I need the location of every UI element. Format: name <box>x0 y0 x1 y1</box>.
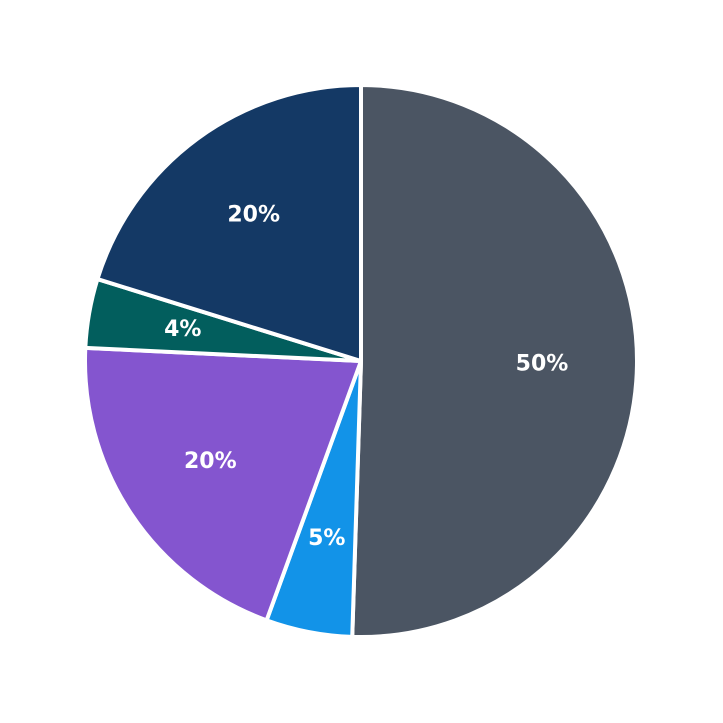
pie-slice-label-3: 4% <box>164 317 201 342</box>
pie-slice-2 <box>83 345 363 623</box>
pie-slices <box>83 83 639 639</box>
pie-labels: 50% 5% 20% 4% 20% <box>164 203 568 551</box>
pie-slice-4 <box>95 83 363 363</box>
pie-slice-label-1: 5% <box>308 526 345 551</box>
pie-slice-label-4: 20% <box>227 203 280 228</box>
pie-slice-0 <box>350 83 639 639</box>
pie-slice-label-0: 50% <box>516 351 569 376</box>
pie-slice-label-2: 20% <box>184 449 237 474</box>
